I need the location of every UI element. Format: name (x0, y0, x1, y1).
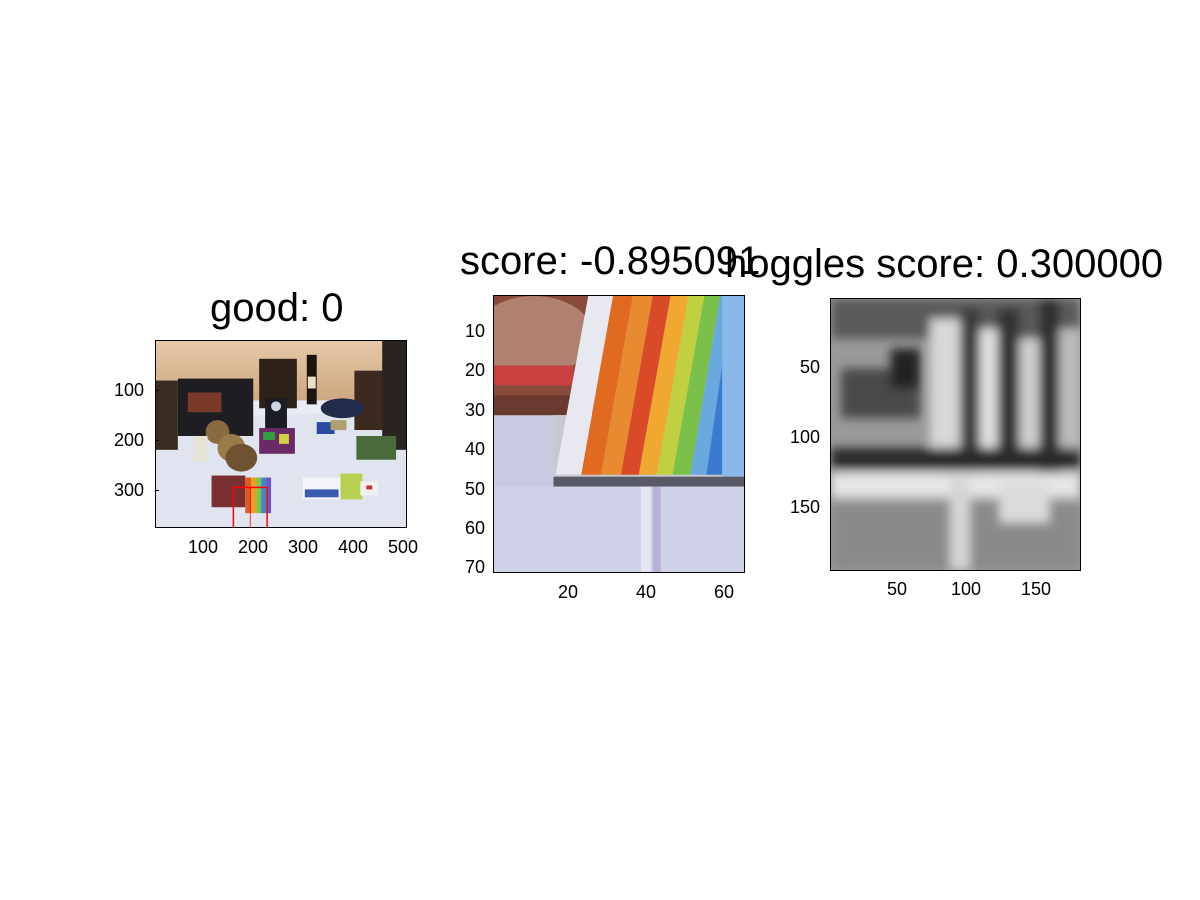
hoggles-xtick-label: 100 (951, 579, 982, 599)
hoggles-title: hoggles score: 0.300000 (725, 242, 1164, 286)
crop-xtick-label: 20 (558, 582, 579, 602)
crop-ytick-label: 50 (465, 479, 486, 499)
hoggles-image-axes (830, 298, 1081, 571)
hoggles-ytick-label: 150 (790, 497, 821, 517)
scene-xtick-label: 100 (188, 537, 219, 557)
scene-ytick-label: 100 (114, 380, 145, 400)
hoggles-ytick-label: 50 (800, 357, 821, 377)
crop-ytick-label: 10 (465, 321, 486, 341)
scene-ytick-mark (155, 490, 159, 491)
crop-xtick-label: 60 (714, 582, 735, 602)
scene-ytick-mark (155, 390, 159, 391)
scene-ytick-label: 200 (114, 430, 145, 450)
crop-image (494, 296, 744, 572)
scene-ytick-label: 300 (114, 480, 145, 500)
crop-ytick-label: 30 (465, 400, 486, 420)
hoggles-ytick-label: 100 (790, 427, 821, 447)
hoggles-image (831, 299, 1080, 570)
scene-image-axes (155, 340, 407, 528)
crop-ytick-label: 60 (465, 518, 486, 538)
scene-title: good: 0 (210, 286, 344, 330)
crop-ytick-label: 40 (465, 439, 486, 459)
scene-xtick-label: 500 (388, 537, 419, 557)
scene-image (156, 341, 406, 527)
crop-title: score: -0.895091 (460, 239, 761, 283)
scene-xtick-label: 400 (338, 537, 369, 557)
crop-image-axes (493, 295, 745, 573)
scene-xtick-label: 200 (238, 537, 269, 557)
scene-ytick-mark (155, 440, 159, 441)
scene-xtick-label: 300 (288, 537, 319, 557)
hoggles-xtick-label: 150 (1021, 579, 1052, 599)
crop-ytick-label: 20 (465, 360, 486, 380)
crop-xtick-label: 40 (636, 582, 657, 602)
crop-ytick-label: 70 (465, 557, 486, 577)
hoggles-xtick-label: 50 (887, 579, 908, 599)
